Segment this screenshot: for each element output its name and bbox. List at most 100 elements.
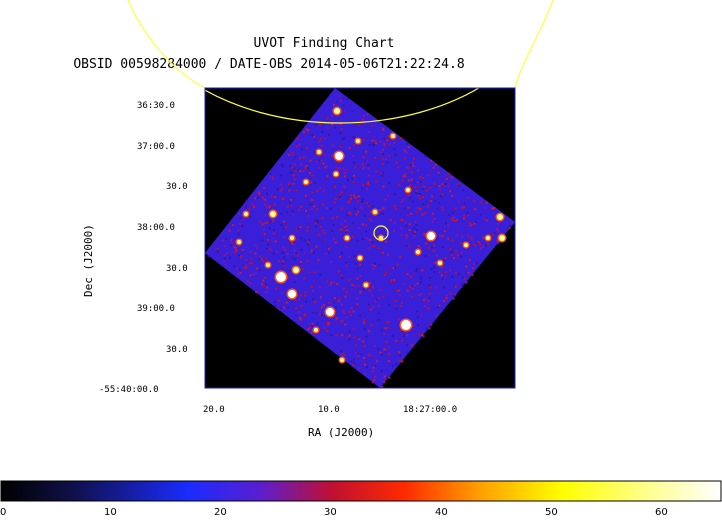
star bbox=[334, 172, 338, 176]
noise-pixel bbox=[463, 214, 466, 217]
noise-pixel bbox=[419, 193, 422, 196]
noise-pixel bbox=[360, 200, 363, 203]
noise-pixel bbox=[360, 182, 363, 185]
noise-pixel bbox=[388, 353, 391, 356]
noise-pixel bbox=[322, 229, 325, 232]
noise-pixel bbox=[392, 267, 395, 269]
noise-pixel bbox=[473, 263, 476, 266]
noise-pixel bbox=[445, 222, 447, 225]
noise-pixel bbox=[394, 307, 397, 310]
noise-pixel bbox=[409, 275, 412, 278]
noise-pixel bbox=[509, 225, 512, 227]
noise-pixel bbox=[293, 281, 296, 283]
noise-pixel bbox=[496, 240, 499, 243]
noise-pixel bbox=[348, 311, 351, 313]
noise-pixel bbox=[371, 139, 374, 142]
noise-pixel bbox=[363, 214, 366, 217]
noise-pixel bbox=[442, 223, 445, 226]
noise-pixel bbox=[345, 225, 348, 227]
noise-pixel bbox=[438, 185, 441, 188]
noise-pixel bbox=[289, 202, 292, 205]
noise-pixel bbox=[268, 206, 271, 209]
noise-pixel bbox=[362, 287, 365, 290]
noise-pixel bbox=[475, 221, 477, 224]
noise-pixel bbox=[415, 270, 418, 273]
noise-pixel bbox=[317, 221, 320, 224]
noise-pixel bbox=[300, 163, 303, 166]
noise-pixel bbox=[388, 143, 391, 145]
noise-pixel bbox=[264, 283, 267, 286]
noise-pixel bbox=[358, 164, 361, 167]
noise-pixel bbox=[322, 184, 325, 187]
noise-pixel bbox=[387, 326, 390, 329]
noise-pixel bbox=[365, 230, 368, 233]
noise-pixel bbox=[341, 346, 344, 349]
noise-pixel bbox=[398, 318, 400, 321]
noise-pixel bbox=[418, 333, 421, 336]
noise-pixel bbox=[354, 352, 357, 354]
noise-pixel bbox=[381, 171, 384, 174]
noise-pixel bbox=[294, 155, 297, 158]
noise-pixel bbox=[323, 137, 326, 140]
noise-pixel bbox=[467, 214, 470, 217]
noise-pixel bbox=[370, 291, 373, 293]
noise-pixel bbox=[433, 182, 436, 185]
noise-pixel bbox=[374, 157, 377, 159]
star bbox=[373, 210, 377, 214]
noise-pixel bbox=[347, 201, 350, 204]
noise-pixel bbox=[457, 230, 460, 233]
noise-pixel bbox=[372, 366, 375, 369]
noise-pixel bbox=[341, 228, 344, 231]
noise-pixel bbox=[224, 238, 227, 241]
noise-pixel bbox=[385, 240, 387, 243]
noise-pixel bbox=[447, 237, 450, 240]
noise-pixel bbox=[328, 133, 330, 136]
noise-pixel bbox=[416, 316, 419, 319]
noise-pixel bbox=[470, 224, 473, 227]
noise-pixel bbox=[353, 194, 355, 197]
noise-pixel bbox=[401, 339, 404, 342]
noise-pixel bbox=[314, 199, 317, 202]
noise-pixel bbox=[460, 285, 463, 288]
star bbox=[406, 188, 410, 192]
noise-pixel bbox=[370, 323, 373, 326]
noise-pixel bbox=[443, 230, 446, 233]
noise-pixel bbox=[444, 257, 447, 260]
noise-pixel bbox=[268, 227, 271, 229]
noise-pixel bbox=[362, 118, 365, 121]
noise-pixel bbox=[379, 140, 382, 143]
noise-pixel bbox=[479, 243, 482, 246]
noise-pixel bbox=[441, 183, 444, 186]
noise-pixel bbox=[434, 261, 437, 264]
noise-pixel bbox=[272, 252, 275, 255]
noise-pixel bbox=[311, 323, 314, 325]
noise-pixel bbox=[384, 348, 387, 351]
noise-pixel bbox=[438, 192, 441, 195]
noise-pixel bbox=[272, 232, 275, 235]
noise-pixel bbox=[357, 367, 360, 370]
noise-pixel bbox=[315, 225, 317, 228]
noise-pixel bbox=[312, 174, 315, 177]
noise-pixel bbox=[302, 156, 305, 159]
noise-pixel bbox=[322, 181, 325, 184]
noise-pixel bbox=[327, 294, 330, 297]
noise-pixel bbox=[346, 228, 349, 231]
noise-pixel bbox=[312, 208, 315, 211]
noise-pixel bbox=[300, 323, 303, 325]
noise-pixel bbox=[341, 138, 344, 141]
noise-pixel bbox=[416, 267, 419, 270]
noise-pixel bbox=[316, 219, 319, 222]
noise-pixel bbox=[400, 301, 403, 304]
noise-pixel bbox=[357, 210, 360, 213]
noise-pixel bbox=[345, 291, 348, 294]
noise-pixel bbox=[297, 254, 300, 257]
noise-pixel bbox=[326, 330, 329, 333]
noise-pixel bbox=[298, 311, 301, 314]
noise-pixel bbox=[387, 328, 390, 331]
noise-pixel bbox=[307, 328, 310, 331]
chart-title: UVOT Finding Chart bbox=[253, 36, 395, 51]
noise-pixel bbox=[464, 239, 466, 242]
noise-pixel bbox=[307, 265, 309, 268]
noise-pixel bbox=[383, 332, 386, 335]
star bbox=[335, 152, 343, 160]
